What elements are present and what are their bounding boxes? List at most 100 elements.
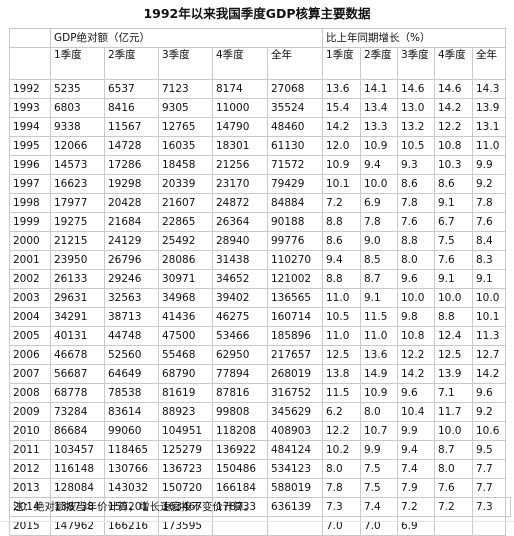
gdp-value-cell: 588019 bbox=[267, 478, 323, 498]
table-row: 2012 116148 130766 136723 150486 534123 8.0 7.5… bbox=[9, 459, 506, 479]
gdp-value-cell: 217657 bbox=[267, 345, 323, 365]
gdp-value-cell: 26364 bbox=[212, 212, 268, 232]
growth-value-cell: 7.6 bbox=[472, 212, 506, 232]
gdp-value-cell: 18458 bbox=[158, 155, 213, 175]
gdp-value-cell: 316752 bbox=[267, 383, 323, 403]
gdp-value-cell: 41436 bbox=[158, 307, 213, 327]
table-row: 2006 46678 52560 55468 62950 217657 12.5 13.6 12… bbox=[9, 345, 506, 365]
growth-value-cell: 7.8 bbox=[322, 478, 361, 498]
gdp-value-cell: 408903 bbox=[267, 421, 323, 441]
gdp-value-cell: 29631 bbox=[50, 288, 105, 308]
gdp-value-cell: 53466 bbox=[212, 326, 268, 346]
growth-value-cell: 8.0 bbox=[360, 402, 398, 422]
gdp-value-cell: 534123 bbox=[267, 459, 323, 479]
gdp-value-cell: 268019 bbox=[267, 364, 323, 384]
growth-value-cell: 9.2 bbox=[472, 402, 506, 422]
gdp-value-cell: 9305 bbox=[158, 98, 213, 118]
gdp-value-cell: 64649 bbox=[104, 364, 159, 384]
footnote: 注：绝对额按当年价计算，增长速度按不变价计算。 bbox=[9, 497, 511, 517]
growth-value-cell: 7.5 bbox=[434, 231, 473, 251]
gdp-value-cell: 12066 bbox=[50, 136, 105, 156]
growth-value-cell: 8.6 bbox=[434, 174, 473, 194]
growth-value-cell: 7.6 bbox=[434, 478, 473, 498]
year-cell: 1996 bbox=[9, 155, 51, 175]
gdp-value-cell: 23170 bbox=[212, 174, 268, 194]
table-row: 2002 26133 29246 30971 34652 121002 8.8 8.7 9.6 9… bbox=[9, 269, 506, 289]
growth-value-cell: 10.6 bbox=[472, 421, 506, 441]
year-cell: 1998 bbox=[9, 193, 51, 213]
gdp-value-cell: 118465 bbox=[104, 440, 159, 460]
growth-value-cell: 7.2 bbox=[322, 193, 361, 213]
gdp-value-cell: 185896 bbox=[267, 326, 323, 346]
gdp-value-cell: 61130 bbox=[267, 136, 323, 156]
growth-value-cell: 9.1 bbox=[472, 269, 506, 289]
gdp-value-cell: 110270 bbox=[267, 250, 323, 270]
growth-value-cell: 7.0 bbox=[360, 516, 398, 536]
year-cell: 2006 bbox=[9, 345, 51, 365]
gdp-value-cell: 30971 bbox=[158, 269, 213, 289]
growth-value-cell: 10.3 bbox=[434, 155, 473, 175]
gdp-value-cell: 6537 bbox=[104, 79, 159, 99]
growth-value-cell: 13.4 bbox=[360, 98, 398, 118]
growth-value-cell: 13.9 bbox=[472, 98, 506, 118]
year-cell: 2002 bbox=[9, 269, 51, 289]
growth-value-cell: 7.7 bbox=[472, 459, 506, 479]
table-row: 2014 138738 155201 163467 178733 636139 7.3 7.4… bbox=[9, 497, 506, 517]
growth-value-cell: 10.4 bbox=[397, 402, 435, 422]
gdp-value-cell: 20428 bbox=[104, 193, 159, 213]
header-growth-q4: 4季度 bbox=[434, 47, 473, 80]
table-row: 1996 14573 17286 18458 21256 71572 10.9 9.4 9.3 1… bbox=[9, 155, 506, 175]
gdp-value-cell: 125279 bbox=[158, 440, 213, 460]
growth-value-cell: 14.3 bbox=[472, 79, 506, 99]
growth-value-cell: 12.5 bbox=[434, 345, 473, 365]
gdp-value-cell: 83614 bbox=[104, 402, 159, 422]
year-cell: 1993 bbox=[9, 98, 51, 118]
growth-value-cell: 7.0 bbox=[322, 516, 361, 536]
growth-value-cell: 10.0 bbox=[434, 288, 473, 308]
gdp-value-cell: 104951 bbox=[158, 421, 213, 441]
table-row: 1997 16623 19298 20339 23170 79429 10.1 10.0 8.6… bbox=[9, 174, 506, 194]
table-row: 1993 6803 8416 9305 11000 35524 15.4 13.4 13.0 14… bbox=[9, 98, 506, 118]
table-row: 2005 40131 44748 47500 53466 185896 11.0 11.0 10… bbox=[9, 326, 506, 346]
gdp-value-cell: 79429 bbox=[267, 174, 323, 194]
gdp-value-cell: 136723 bbox=[158, 459, 213, 479]
growth-value-cell: 10.0 bbox=[360, 174, 398, 194]
gdp-value-cell: 32563 bbox=[104, 288, 159, 308]
growth-value-cell: 13.9 bbox=[434, 364, 473, 384]
gdp-value-cell: 48460 bbox=[267, 117, 323, 137]
growth-value-cell: 10.5 bbox=[322, 307, 361, 327]
growth-value-cell: 10.1 bbox=[472, 307, 506, 327]
growth-value-cell: 11.3 bbox=[472, 326, 506, 346]
gdp-value-cell: 130766 bbox=[104, 459, 159, 479]
growth-value-cell: 13.0 bbox=[397, 98, 435, 118]
gdp-value-cell: 90188 bbox=[267, 212, 323, 232]
gdp-value-cell: 7123 bbox=[158, 79, 213, 99]
header-gdp-q3: 3季度 bbox=[158, 47, 213, 80]
growth-value-cell: 11.7 bbox=[434, 402, 473, 422]
gdp-value-cell: 26796 bbox=[104, 250, 159, 270]
gdp-value-cell: 26133 bbox=[50, 269, 105, 289]
growth-value-cell: 7.6 bbox=[434, 250, 473, 270]
gdp-value-cell: 6803 bbox=[50, 98, 105, 118]
growth-value-cell: 12.0 bbox=[322, 136, 361, 156]
table-row: 2008 68778 78538 81619 87816 316752 11.5 10.9 9.… bbox=[9, 383, 506, 403]
growth-value-cell: 6.9 bbox=[360, 193, 398, 213]
gdp-value-cell: 62950 bbox=[212, 345, 268, 365]
gdp-value-cell: 143032 bbox=[104, 478, 159, 498]
growth-value-cell: 11.0 bbox=[360, 326, 398, 346]
growth-value-cell: 8.5 bbox=[360, 250, 398, 270]
growth-value-cell: 14.9 bbox=[360, 364, 398, 384]
gdp-value-cell: 345629 bbox=[267, 402, 323, 422]
header-growth-q2: 2季度 bbox=[360, 47, 398, 80]
growth-value-cell: 8.7 bbox=[434, 440, 473, 460]
gdp-value-cell: 68790 bbox=[158, 364, 213, 384]
gdp-value-cell: 166216 bbox=[104, 516, 159, 536]
year-cell: 2013 bbox=[9, 478, 51, 498]
gdp-value-cell: 21684 bbox=[104, 212, 159, 232]
year-cell: 2011 bbox=[9, 440, 51, 460]
gdp-value-cell bbox=[267, 516, 323, 536]
gdp-value-cell: 39402 bbox=[212, 288, 268, 308]
gdp-value-cell bbox=[212, 516, 268, 536]
table-row: 2000 21215 24129 25492 28940 99776 8.6 9.0 8.8 7.… bbox=[9, 231, 506, 251]
header-gdp-annual: 全年 bbox=[267, 47, 323, 80]
